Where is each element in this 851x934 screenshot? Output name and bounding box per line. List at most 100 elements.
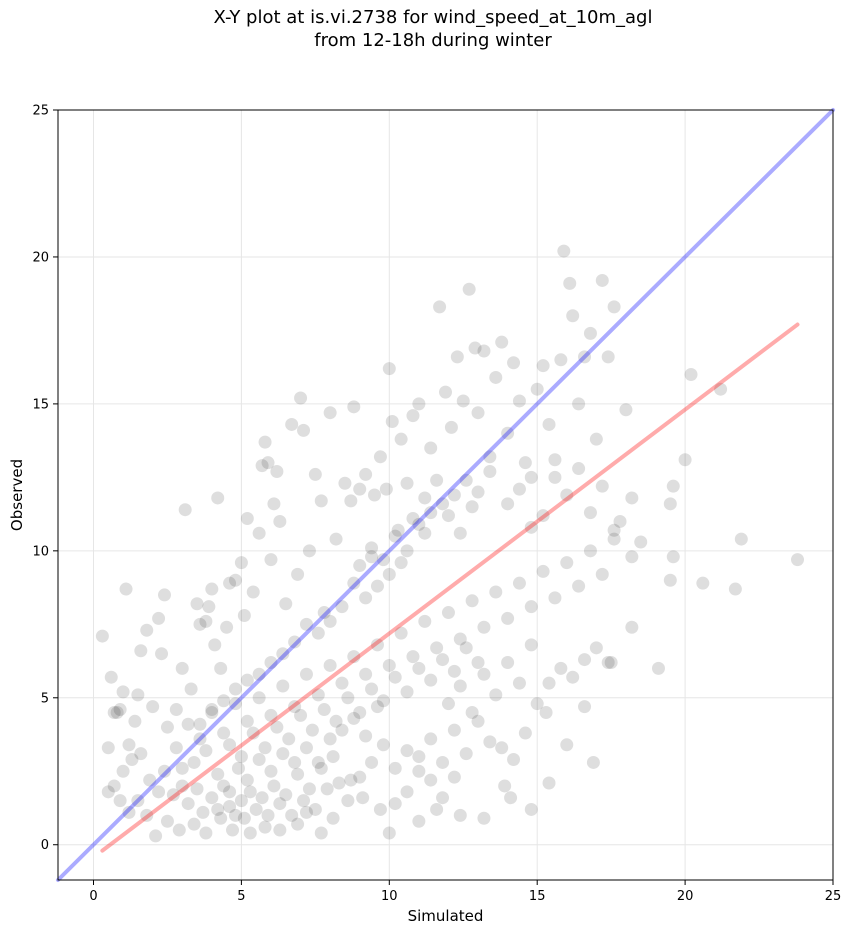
data-point <box>373 450 387 464</box>
data-point <box>107 779 121 793</box>
data-point <box>406 650 420 664</box>
data-point <box>459 747 473 761</box>
data-point <box>178 503 192 517</box>
data-point <box>205 705 219 719</box>
data-point <box>436 755 450 769</box>
data-point <box>477 344 491 358</box>
data-point <box>264 656 278 670</box>
data-point <box>252 691 266 705</box>
data-point <box>297 423 311 437</box>
y-tick-label: 15 <box>32 397 49 412</box>
data-point <box>291 767 305 781</box>
data-point <box>255 791 269 805</box>
data-point <box>199 744 213 758</box>
data-point <box>134 644 148 658</box>
data-point <box>223 785 237 799</box>
data-point <box>252 753 266 767</box>
data-point <box>190 782 204 796</box>
x-tick-label: 0 <box>89 889 97 904</box>
data-point <box>332 776 346 790</box>
data-point <box>441 509 455 523</box>
data-point <box>205 703 219 717</box>
data-point <box>382 826 396 840</box>
data-point <box>347 400 361 414</box>
data-point <box>223 800 237 814</box>
data-point <box>376 553 390 567</box>
data-point <box>131 794 145 808</box>
data-point <box>276 747 290 761</box>
data-point <box>400 744 414 758</box>
data-point <box>601 350 615 364</box>
data-point <box>456 394 470 408</box>
data-point <box>625 491 639 505</box>
data-point <box>483 450 497 464</box>
data-point <box>234 794 248 808</box>
data-point <box>524 638 538 652</box>
data-point <box>261 456 275 470</box>
data-point <box>483 464 497 478</box>
data-point <box>400 785 414 799</box>
data-point <box>424 673 438 687</box>
data-point <box>554 661 568 675</box>
data-point <box>249 802 263 816</box>
data-point <box>356 791 370 805</box>
data-point <box>548 470 562 484</box>
data-point <box>400 476 414 490</box>
x-axis-label: Simulated <box>408 907 484 925</box>
data-point <box>116 685 130 699</box>
data-point <box>507 356 521 370</box>
data-point <box>157 588 171 602</box>
data-point <box>157 764 171 778</box>
data-point <box>368 488 382 502</box>
data-point <box>217 726 231 740</box>
data-point <box>512 482 526 496</box>
data-point <box>728 582 742 596</box>
data-point <box>441 697 455 711</box>
scatter-points <box>95 244 805 843</box>
data-point <box>291 567 305 581</box>
data-point <box>166 788 180 802</box>
data-point <box>607 300 621 314</box>
data-point <box>453 808 467 822</box>
data-point <box>498 779 512 793</box>
y-axis-label: Observed <box>8 459 26 531</box>
data-point <box>430 473 444 487</box>
data-point <box>385 415 399 429</box>
data-point <box>578 700 592 714</box>
data-point <box>208 638 222 652</box>
data-point <box>146 700 160 714</box>
data-point <box>566 670 580 684</box>
data-point <box>353 482 367 496</box>
data-point <box>175 761 189 775</box>
data-point <box>424 773 438 787</box>
data-point <box>152 785 166 799</box>
data-point <box>453 632 467 646</box>
data-point <box>329 714 343 728</box>
data-point <box>243 785 257 799</box>
data-point <box>388 761 402 775</box>
data-point <box>394 626 408 640</box>
data-point <box>373 802 387 816</box>
data-point <box>255 459 269 473</box>
data-point <box>288 755 302 769</box>
data-point <box>341 794 355 808</box>
data-point <box>193 732 207 746</box>
data-point <box>563 276 577 290</box>
data-point <box>468 341 482 355</box>
data-point <box>583 544 597 558</box>
data-point <box>314 494 328 508</box>
data-point <box>412 397 426 411</box>
data-point <box>329 532 343 546</box>
data-point <box>264 553 278 567</box>
data-point <box>430 641 444 655</box>
data-point <box>294 391 308 405</box>
data-point <box>160 720 174 734</box>
data-point <box>734 532 748 546</box>
data-point <box>365 550 379 564</box>
data-point <box>323 406 337 420</box>
data-point <box>477 667 491 681</box>
data-point <box>495 741 509 755</box>
data-point <box>542 417 556 431</box>
data-point <box>548 591 562 605</box>
data-point <box>453 679 467 693</box>
